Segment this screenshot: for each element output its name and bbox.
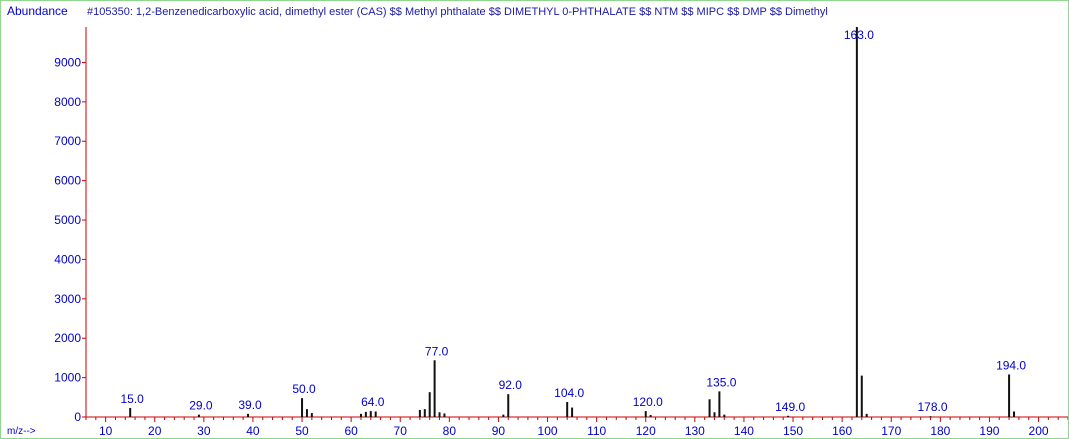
x-tick-label: 10: [99, 424, 113, 438]
x-tick-label: 90: [492, 424, 506, 438]
x-tick-label: 180: [930, 424, 950, 438]
peak-label: 120.0: [633, 395, 663, 409]
y-tick-label: 0: [74, 410, 81, 424]
x-tick-label: 20: [148, 424, 162, 438]
axes: 0 1000 2000 3000 4000 5000 6000 7000 8000 9000 10 2…: [54, 27, 1068, 438]
y-tick-label: 1000: [54, 371, 81, 385]
x-tick-label: 130: [685, 424, 705, 438]
peak-label: 77.0: [425, 344, 449, 358]
peak-label: 194.0: [996, 358, 1026, 372]
y-tick-label: 5000: [54, 213, 81, 227]
y-tick-label: 6000: [54, 174, 81, 188]
peak-label: 15.0: [121, 392, 145, 406]
x-tick-label: 80: [443, 424, 457, 438]
peak-label: 50.0: [292, 382, 316, 396]
peak-label: 104.0: [554, 386, 584, 400]
peak-label: 92.0: [499, 378, 523, 392]
y-tick-label: 2000: [54, 331, 81, 345]
peak-label: 29.0: [189, 399, 213, 413]
x-tick-label: 110: [587, 424, 606, 438]
y-axis-label: Abundance: [7, 4, 68, 18]
x-tick-label: 50: [295, 424, 309, 438]
peak-label: 135.0: [706, 375, 736, 389]
peak-label: 64.0: [361, 395, 385, 409]
x-tick-label: 160: [832, 424, 852, 438]
peaks: [129, 27, 1015, 417]
y-tick-label: 7000: [54, 134, 81, 148]
x-tick-label: 200: [1029, 424, 1049, 438]
x-tick-label: 60: [344, 424, 358, 438]
x-tick-label: 140: [734, 424, 754, 438]
chart-title: #105350: 1,2-Benzenedicarboxylic acid, d…: [87, 6, 828, 18]
x-axis-label: m/z-->: [7, 426, 36, 437]
peak-labels: 15.0 29.0 39.0 50.0 64.0 77.0 92.0 104.0 120.0 13…: [121, 28, 1027, 414]
x-tick-label: 40: [246, 424, 260, 438]
x-tick-label: 120: [636, 424, 656, 438]
x-tick-label: 150: [783, 424, 803, 438]
peak-label: 163.0: [844, 28, 874, 42]
peak-label: 39.0: [238, 398, 262, 412]
x-tick-label: 170: [881, 424, 901, 438]
x-tick-label: 190: [979, 424, 999, 438]
peak-label: 149.0: [775, 400, 805, 414]
y-tick-label: 9000: [54, 55, 81, 69]
y-tick-label: 8000: [54, 95, 81, 109]
y-tick-label: 4000: [54, 252, 81, 266]
y-tick-label: 3000: [54, 292, 81, 306]
x-tick-label: 70: [394, 424, 408, 438]
x-tick-label: 100: [538, 424, 558, 438]
peak-label: 178.0: [918, 400, 948, 414]
x-tick-label: 30: [197, 424, 211, 438]
